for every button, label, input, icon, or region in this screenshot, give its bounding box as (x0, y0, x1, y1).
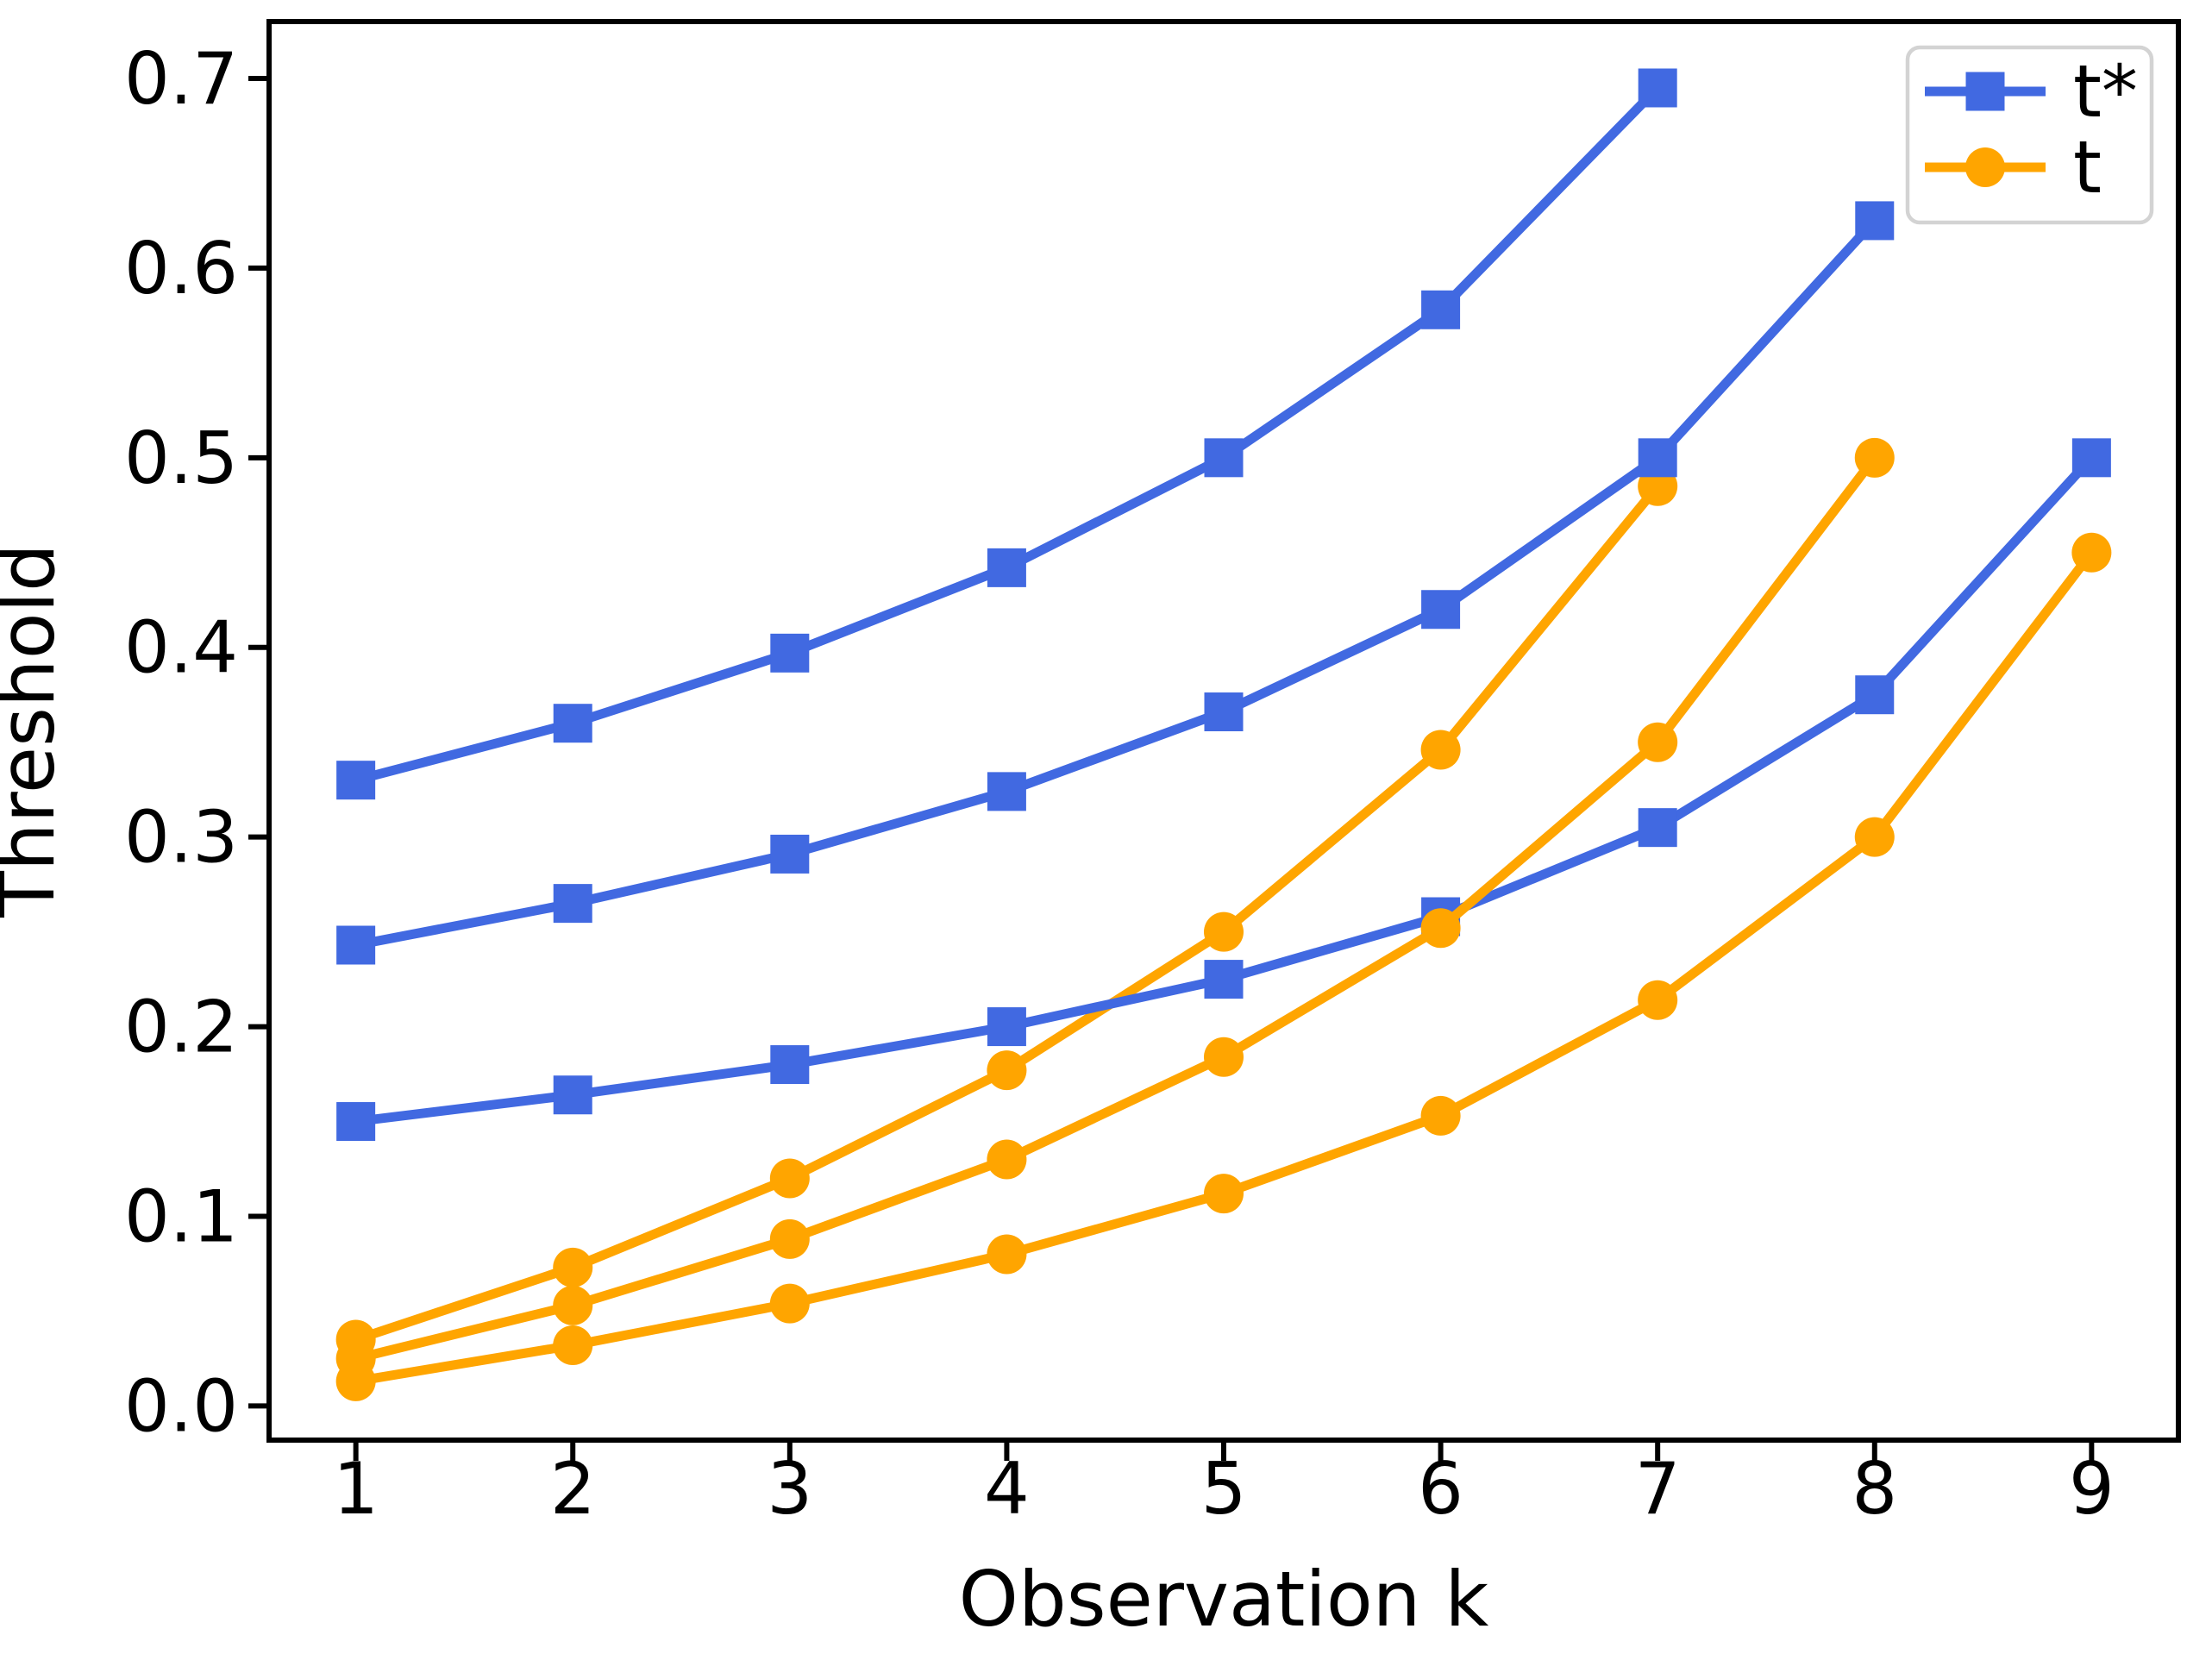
x-tick-label-1: 1 (333, 1447, 379, 1531)
y-tick-label-0.0: 0.0 (124, 1364, 238, 1448)
x-tick-label-2: 2 (550, 1447, 596, 1531)
marker-square-tstar-run3-k4 (987, 1007, 1026, 1047)
marker-square-tstar-run2-k7 (1638, 438, 1677, 478)
series-t-run3 (335, 532, 2112, 1401)
marker-square-tstar-run2-k6 (1421, 590, 1461, 630)
marker-square-tstar-run2-k2 (553, 884, 592, 924)
x-axis-label: Observation k (959, 1555, 1489, 1644)
x-tick-label-4: 4 (984, 1447, 1030, 1531)
marker-circle-t-run1-k3 (769, 1158, 810, 1199)
series-tstar-run1 (336, 68, 1677, 800)
marker-square-tstar-run1-k3 (770, 633, 810, 673)
series-tstar-run3 (336, 438, 2111, 1142)
marker-square-tstar-run3-k7 (1638, 808, 1677, 848)
y-tick-label-0.7: 0.7 (124, 37, 238, 121)
marker-square-tstar-run2-k4 (987, 772, 1026, 811)
series-tstar-run2 (336, 201, 1895, 965)
marker-square-tstar-run1-k5 (1204, 438, 1244, 478)
series-t-run2 (335, 437, 1895, 1379)
marker-circle-t-run2-k8 (1854, 437, 1895, 478)
legend-label: t* (2073, 49, 2138, 134)
x-tick-label-9: 9 (2069, 1447, 2115, 1531)
y-tick-label-0.3: 0.3 (124, 796, 238, 880)
marker-square-tstar-run1-k2 (553, 704, 592, 743)
y-tick-label-0.1: 0.1 (124, 1175, 238, 1258)
marker-circle-t-run2-k4 (987, 1139, 1027, 1180)
marker-square-tstar-run2-k5 (1204, 692, 1244, 732)
marker-square-tstar-run3-k3 (770, 1045, 810, 1085)
y-tick-label-0.6: 0.6 (124, 227, 238, 310)
x-tick-label-7: 7 (1635, 1447, 1681, 1531)
marker-circle-t-run3-k3 (769, 1283, 810, 1324)
marker-circle-t-run1-k5 (1204, 911, 1244, 952)
marker-circle-t-run2-k7 (1638, 722, 1678, 762)
marker-circle-t-run3-k9 (2071, 532, 2112, 573)
marker-circle-t-run3-k7 (1638, 980, 1678, 1020)
x-tick-label-3: 3 (767, 1447, 812, 1531)
marker-circle-t-run2-k5 (1204, 1037, 1244, 1077)
legend-label: t (2073, 125, 2102, 210)
marker-square-tstar-run2-k1 (336, 925, 376, 965)
marker-square-tstar-run1-k7 (1638, 68, 1677, 108)
marker-circle-t-run1-k2 (553, 1247, 593, 1287)
marker-circle-t-run2-k3 (769, 1218, 810, 1259)
y-tick-label-0.5: 0.5 (124, 417, 238, 500)
marker-square-tstar-run3-k2 (553, 1075, 592, 1115)
marker-square-tstar-run3-k5 (1204, 960, 1244, 999)
marker-square-tstar-run3-k9 (2071, 438, 2111, 478)
marker-square-tstar-run3-k1 (336, 1102, 376, 1142)
series-line-t-run2 (354, 454, 1879, 1363)
marker-square-tstar-run2-k8 (1855, 201, 1895, 241)
series-line-tstar-run2 (354, 217, 1878, 950)
legend-circle-marker-icon (1965, 147, 2005, 187)
marker-square-tstar-run3-k8 (1855, 675, 1895, 715)
marker-square-tstar-run1-k6 (1421, 290, 1461, 329)
marker-circle-t-run3-k1 (335, 1361, 376, 1401)
y-tick-label-0.4: 0.4 (124, 606, 238, 690)
marker-circle-t-run3-k8 (1854, 817, 1895, 857)
marker-circle-t-run1-k4 (987, 1050, 1027, 1091)
x-tick-label-5: 5 (1201, 1447, 1247, 1531)
marker-circle-t-run3-k5 (1204, 1174, 1244, 1214)
marker-circle-t-run3-k4 (987, 1234, 1027, 1275)
x-axis: 1 2 3 4 5 6 7 8 9 (333, 1440, 2115, 1531)
marker-circle-t-run2-k6 (1420, 908, 1461, 949)
y-axis-label: Threshold (0, 543, 72, 918)
marker-circle-t-run3-k6 (1420, 1095, 1461, 1136)
y-axis: 0.0 0.1 0.2 0.3 0.4 0.5 0.6 0.7 (124, 37, 269, 1448)
plot-area (335, 68, 2112, 1401)
legend-entry-t: t (1925, 125, 2102, 210)
marker-circle-t-run2-k2 (553, 1285, 593, 1325)
marker-square-tstar-run2-k3 (770, 834, 810, 874)
x-tick-label-8: 8 (1852, 1447, 1897, 1531)
legend-entry-t-star: t* (1925, 49, 2138, 134)
marker-circle-t-run3-k2 (553, 1325, 593, 1366)
legend: t*t (1905, 45, 2154, 225)
x-tick-label-6: 6 (1418, 1447, 1463, 1531)
legend-square-marker-icon (1965, 72, 2005, 111)
marker-square-tstar-run1-k1 (336, 761, 376, 800)
marker-circle-t-run1-k6 (1420, 730, 1461, 770)
y-tick-label-0.2: 0.2 (124, 986, 238, 1069)
marker-square-tstar-run1-k4 (987, 548, 1026, 587)
